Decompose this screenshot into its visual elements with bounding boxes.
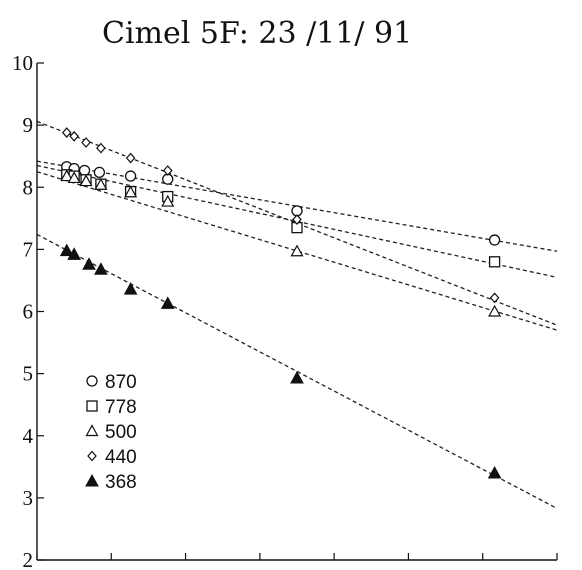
y-tick-label: 10: [12, 51, 33, 75]
point-368: [290, 370, 304, 384]
point-500: [488, 304, 502, 317]
fit-lines: [36, 120, 558, 510]
legend-marker-778: [86, 400, 98, 412]
point-440: [292, 214, 302, 225]
point-870: [93, 166, 106, 178]
point-440: [96, 142, 106, 154]
legend-label-870: 870: [105, 372, 137, 393]
legend-marker-440: [87, 450, 97, 462]
legend-label-500: 500: [105, 422, 137, 443]
legend-marker-870: [86, 375, 98, 387]
y-tick-label: 6: [23, 300, 34, 324]
legend: 870 778 500 440 368: [85, 372, 137, 493]
point-440: [125, 152, 136, 164]
y-tick-label: 5: [23, 362, 34, 386]
fit-line-440: [36, 120, 558, 326]
point-440: [489, 292, 500, 304]
point-500: [124, 185, 138, 198]
y-tick-label: 8: [23, 175, 34, 199]
y-tick-label: 3: [23, 486, 34, 510]
point-870: [78, 164, 91, 177]
point-368: [59, 243, 74, 257]
legend-label-778: 778: [105, 397, 137, 418]
point-368: [82, 257, 96, 270]
point-368: [487, 465, 502, 479]
x-tick-label: 2.5: [247, 565, 273, 570]
point-500: [67, 171, 81, 184]
x-tick-label: 3,5: [395, 565, 421, 570]
point-368: [94, 262, 108, 275]
x-tick-label: 2: [180, 565, 191, 570]
x-tick-label: 1,5: [98, 565, 124, 570]
point-368: [67, 247, 81, 260]
chart-title: Cimel 5F: 23 /11/ 91: [102, 16, 412, 51]
x-tick-label: 1: [32, 565, 43, 570]
y-tick-label: 9: [23, 113, 34, 137]
data-points: [59, 127, 502, 479]
fit-line-870: [36, 160, 558, 252]
y-tick-label: 4: [23, 424, 34, 448]
point-870: [488, 234, 501, 246]
legend-label-440: 440: [105, 447, 137, 468]
point-500: [290, 244, 304, 257]
y-axis-ticks: 2 3 4 5 6 7 8 9 10: [12, 51, 44, 570]
point-778: [488, 256, 501, 268]
legend-marker-500: [85, 424, 99, 437]
point-440: [81, 137, 91, 148]
point-368: [123, 282, 138, 295]
point-500: [60, 169, 74, 182]
point-870: [124, 170, 137, 182]
y-tick-label: 7: [23, 237, 34, 261]
point-368: [160, 296, 175, 309]
x-tick-label: 4,5: [544, 565, 570, 570]
fit-line-778: [36, 164, 558, 278]
x-tick-label: 4: [477, 565, 488, 570]
point-500: [79, 174, 93, 187]
x-tick-label: 3: [329, 565, 340, 570]
point-440: [69, 130, 79, 142]
point-440: [61, 127, 72, 138]
point-500: [94, 178, 108, 190]
legend-marker-368: [85, 473, 99, 487]
plot-area: 1 1,5 2 2.5 3 3,5 4 4,5 2 3 4 5 6 7 8 9 10: [12, 51, 570, 570]
y-tick-label: 2: [23, 548, 34, 570]
point-440: [162, 165, 173, 176]
point-500: [161, 194, 175, 207]
legend-label-368: 368: [105, 472, 137, 493]
x-axis-ticks: 1 1,5 2 2.5 3 3,5 4 4,5: [32, 553, 570, 570]
